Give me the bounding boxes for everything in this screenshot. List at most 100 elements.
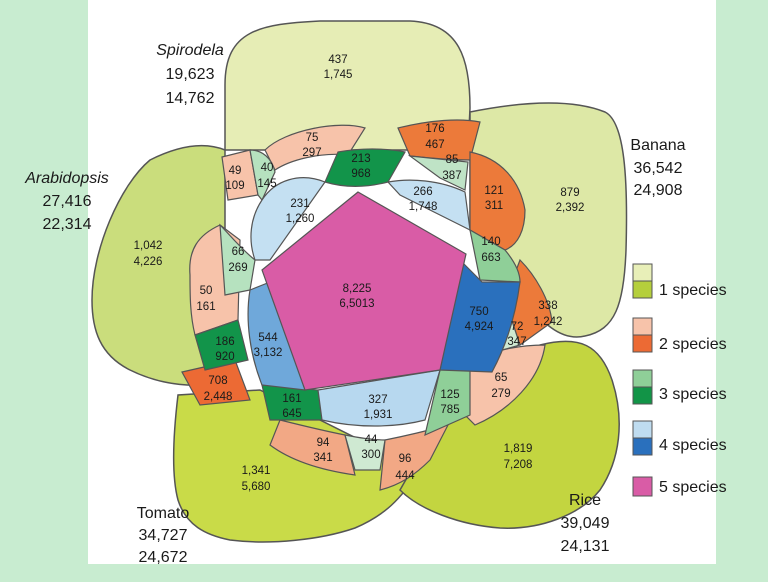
count-186-b: 920 bbox=[215, 351, 234, 363]
legend: 1 species 2 species 3 species 4 species … bbox=[632, 263, 727, 497]
count-125-a: 125 bbox=[440, 389, 459, 401]
count-140-b: 663 bbox=[481, 252, 500, 264]
region-121 bbox=[469, 151, 526, 251]
label-arabidopsis-v1: 27,416 bbox=[43, 193, 92, 210]
legend-swatch-3-dark bbox=[632, 386, 653, 405]
region-counts: 437 1,745 879 2,392 1,042 4,226 1,341 5,… bbox=[134, 54, 585, 493]
count-arabidopsis-only-a: 1,042 bbox=[134, 240, 163, 252]
count-72-b: 347 bbox=[507, 336, 526, 348]
count-231-a: 231 bbox=[290, 198, 309, 210]
count-85-a: 85 bbox=[446, 154, 459, 166]
count-banana-only-b: 2,392 bbox=[556, 202, 585, 214]
label-spirodela-v2: 14,762 bbox=[166, 90, 215, 107]
count-176-b: 467 bbox=[425, 139, 444, 151]
count-75-a: 75 bbox=[306, 132, 319, 144]
legend-label-3: 3 species bbox=[659, 386, 727, 403]
region-44 bbox=[344, 434, 386, 471]
count-140-a: 140 bbox=[481, 236, 500, 248]
count-266-a: 266 bbox=[413, 186, 432, 198]
count-center-a: 8,225 bbox=[343, 283, 372, 295]
legend-label-5: 5 species bbox=[659, 479, 727, 496]
count-spirodela-only-b: 1,745 bbox=[324, 69, 353, 81]
count-96-a: 96 bbox=[399, 453, 412, 465]
count-65-b: 279 bbox=[491, 388, 510, 400]
count-49-a: 49 bbox=[229, 165, 242, 177]
region-96 bbox=[379, 424, 450, 491]
region-750 bbox=[439, 260, 521, 373]
region-231 bbox=[250, 177, 326, 261]
count-125-b: 785 bbox=[440, 404, 459, 416]
region-75 bbox=[264, 124, 366, 171]
label-banana-name: Banana bbox=[630, 137, 685, 154]
count-121-b: 311 bbox=[485, 200, 503, 212]
count-544-b: 3,132 bbox=[254, 347, 283, 359]
count-center-b: 6,5013 bbox=[339, 298, 374, 310]
label-rice-v1: 39,049 bbox=[561, 515, 610, 532]
count-40-a: 40 bbox=[261, 162, 274, 174]
species-labels: Spirodela 19,623 14,762 Arabidopsis 27,4… bbox=[24, 42, 685, 566]
count-750-b: 4,924 bbox=[465, 321, 494, 333]
count-44-a: 44 bbox=[365, 434, 378, 446]
count-66-b: 269 bbox=[228, 262, 247, 274]
count-rice-only-b: 7,208 bbox=[504, 459, 533, 471]
count-213-b: 968 bbox=[351, 168, 370, 180]
count-213-a: 213 bbox=[351, 153, 370, 165]
region-266 bbox=[386, 179, 471, 232]
legend-swatch-5 bbox=[632, 476, 653, 497]
legend-label-2: 2 species bbox=[659, 336, 727, 353]
set-spirodela bbox=[224, 20, 471, 151]
count-arabidopsis-only-b: 4,226 bbox=[134, 256, 163, 268]
label-banana-v1: 36,542 bbox=[634, 160, 683, 177]
count-266-b: 1,748 bbox=[409, 201, 438, 213]
count-rice-only-a: 1,819 bbox=[504, 443, 533, 455]
count-banana-only-a: 879 bbox=[560, 187, 579, 199]
count-tomato-only-a: 1,341 bbox=[242, 465, 271, 477]
count-327-a: 327 bbox=[368, 394, 387, 406]
count-94-b: 341 bbox=[313, 452, 332, 464]
count-44-b: 300 bbox=[361, 449, 380, 461]
count-708-a: 708 bbox=[208, 375, 227, 387]
label-spirodela-name: Spirodela bbox=[156, 42, 224, 59]
legend-swatch-1-light bbox=[632, 263, 653, 282]
label-rice-v2: 24,131 bbox=[561, 538, 610, 555]
region-85 bbox=[407, 155, 469, 191]
legend-swatch-2-dark bbox=[632, 334, 653, 353]
region-94 bbox=[269, 419, 356, 476]
label-arabidopsis-name: Arabidopsis bbox=[24, 170, 109, 187]
region-66 bbox=[219, 223, 256, 296]
count-49-b: 109 bbox=[225, 180, 244, 192]
legend-swatch-1-dark bbox=[632, 280, 653, 299]
region-544 bbox=[247, 281, 306, 391]
legend-label-1: 1 species bbox=[659, 282, 727, 299]
count-50-a: 50 bbox=[200, 285, 213, 297]
label-arabidopsis-v2: 22,314 bbox=[43, 216, 92, 233]
count-231-b: 1,260 bbox=[286, 213, 315, 225]
count-72-a: 72 bbox=[511, 321, 524, 333]
set-tomato bbox=[172, 389, 422, 543]
count-85-b: 387 bbox=[442, 170, 461, 182]
count-338-a: 338 bbox=[538, 300, 557, 312]
label-tomato-v2: 24,672 bbox=[139, 549, 188, 566]
count-65-a: 65 bbox=[495, 372, 508, 384]
label-tomato-v1: 34,727 bbox=[139, 527, 188, 544]
count-96-b: 444 bbox=[395, 470, 415, 482]
region-40 bbox=[249, 149, 276, 202]
legend-swatch-2-light bbox=[632, 317, 653, 336]
label-tomato-name: Tomato bbox=[137, 505, 190, 522]
legend-label-4: 4 species bbox=[659, 437, 727, 454]
count-161-a: 161 bbox=[282, 393, 301, 405]
count-161-b: 645 bbox=[282, 408, 301, 420]
set-arabidopsis bbox=[91, 144, 226, 386]
label-spirodela-v1: 19,623 bbox=[166, 66, 215, 83]
count-121-a: 121 bbox=[484, 185, 503, 197]
legend-swatch-4-light bbox=[632, 420, 653, 439]
set-rice bbox=[399, 340, 620, 529]
region-186 bbox=[194, 319, 249, 371]
count-544-a: 544 bbox=[258, 332, 278, 344]
count-338-b: 1,242 bbox=[534, 316, 563, 328]
count-176-a: 176 bbox=[425, 123, 444, 135]
count-708-b: 2,448 bbox=[204, 391, 233, 403]
region-core bbox=[261, 191, 467, 391]
count-750-a: 750 bbox=[469, 306, 488, 318]
